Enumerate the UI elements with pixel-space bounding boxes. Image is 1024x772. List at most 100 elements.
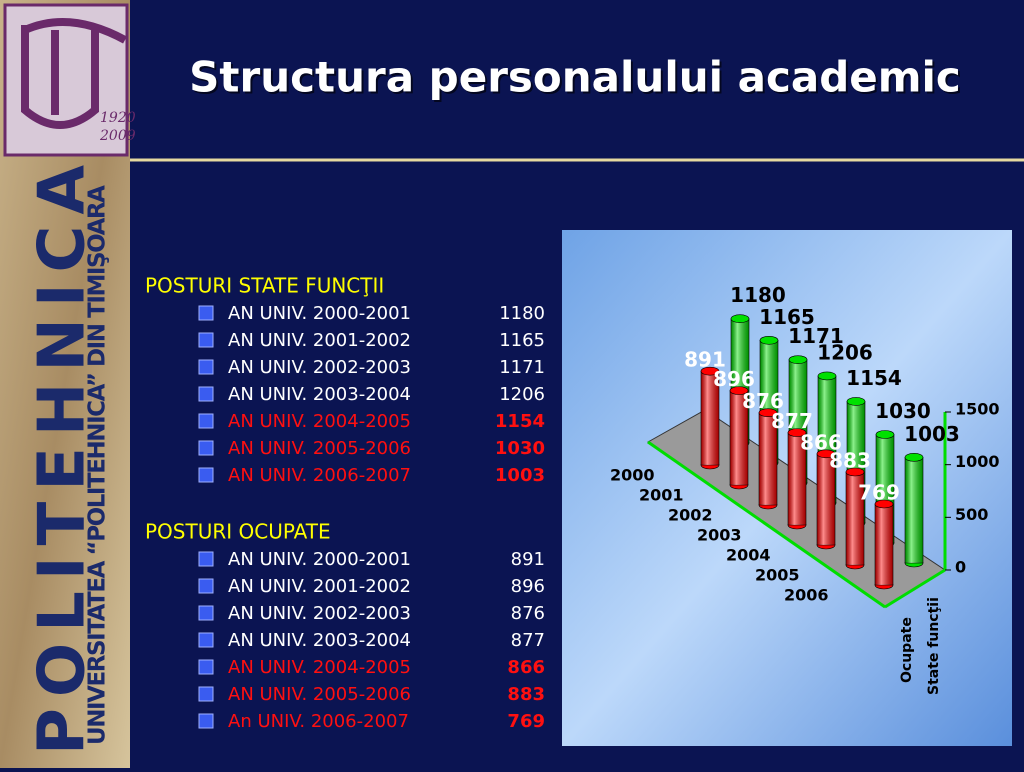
bar-top [730, 314, 750, 324]
bar-shine [905, 457, 923, 563]
logo-year: 1920 [100, 110, 136, 126]
data-label: 877 [771, 409, 813, 433]
bar-top [846, 397, 866, 406]
item-value: 883 [507, 684, 545, 705]
title: Structura personalului academic [189, 53, 961, 102]
bullet [198, 413, 214, 429]
bar-shine [730, 390, 748, 485]
bullet [198, 578, 214, 594]
bullet [198, 467, 214, 483]
data-label: 883 [829, 448, 871, 472]
data-label: 1154 [846, 366, 902, 390]
item-value: 876 [511, 603, 545, 624]
bullet [198, 332, 214, 348]
data-label: 1030 [875, 399, 931, 423]
y-tick-label: 0 [955, 558, 966, 577]
title-shadow: Structura personalului academic [191, 55, 963, 104]
bar-shine [846, 471, 864, 565]
item-label: AN UNIV. 2002-2003 [228, 357, 411, 378]
bullet [198, 551, 214, 567]
item-label: AN UNIV. 2002-2003 [228, 603, 411, 624]
item-value: 896 [511, 576, 545, 597]
item-label: An UNIV. 2006-2007 [228, 711, 409, 732]
y-tick-label: 1500 [955, 400, 1000, 419]
value-axis-base [884, 568, 946, 609]
item-value: 1206 [499, 384, 545, 405]
item-value: 1003 [495, 465, 545, 486]
bar-shine [817, 453, 835, 545]
x-tick-label: 2006 [784, 586, 829, 605]
section-heading: POSTURI OCUPATE [145, 520, 331, 544]
item-value: 1180 [499, 303, 545, 324]
bullet [198, 686, 214, 702]
bullet [198, 440, 214, 456]
bar-top [875, 430, 895, 439]
bar-shine [759, 412, 777, 505]
x-tick-label: 2003 [697, 526, 742, 545]
data-label: 1165 [759, 305, 815, 329]
data-label: 866 [800, 430, 842, 454]
item-label: AN UNIV. 2005-2006 [228, 438, 411, 459]
item-label: AN UNIV. 2004-2005 [228, 411, 411, 432]
bar-top [729, 386, 749, 395]
data-label: 1171 [788, 324, 844, 348]
data-label: 1206 [817, 340, 873, 364]
data-label: 1003 [904, 422, 960, 446]
bullet [198, 659, 214, 675]
item-label: AN UNIV. 2003-2004 [228, 384, 411, 405]
legend-label: State funcţii [926, 597, 942, 695]
item-value: 1154 [495, 411, 545, 432]
section-heading: POSTURI STATE FUNCŢII [145, 274, 384, 298]
x-tick-label: 2004 [726, 546, 771, 565]
item-value: 866 [507, 657, 545, 678]
bullet [198, 713, 214, 729]
item-label: AN UNIV. 2003-2004 [228, 630, 411, 651]
item-value: 1030 [495, 438, 545, 459]
sidebar-university: UNIVERSITATEA “POLITEHNICA” DIN TIMIŞOAR… [85, 185, 111, 745]
x-tick-label: 2000 [610, 466, 655, 485]
item-value: 1165 [499, 330, 545, 351]
bullet [198, 305, 214, 321]
item-label: AN UNIV. 2000-2001 [228, 303, 411, 324]
item-label: AN UNIV. 2005-2006 [228, 684, 411, 705]
item-label: AN UNIV. 2006-2007 [228, 465, 411, 486]
bar-top [759, 335, 779, 345]
bar-top [787, 428, 807, 437]
bullet [198, 605, 214, 621]
logo-year: 2009 [99, 128, 136, 144]
x-tick-label: 2001 [639, 486, 684, 505]
bar-top [758, 408, 778, 418]
bar-shine [788, 432, 806, 525]
bullet [198, 632, 214, 648]
bar-top [845, 467, 865, 477]
bullet [198, 386, 214, 402]
bar-top [788, 355, 808, 364]
y-tick-label: 1000 [955, 452, 1000, 471]
logo-mark [21, 18, 127, 129]
data-label: 896 [713, 367, 755, 391]
data-label: 1180 [730, 283, 786, 307]
item-label: AN UNIV. 2004-2005 [228, 657, 411, 678]
bar-top [816, 449, 836, 459]
bar-top [700, 366, 720, 376]
bar-shine [875, 503, 893, 585]
item-label: AN UNIV. 2001-2002 [228, 576, 411, 597]
category-axis [647, 440, 886, 609]
bullet [198, 359, 214, 375]
data-label: 891 [684, 348, 726, 372]
item-value: 877 [511, 630, 545, 651]
item-value: 769 [507, 711, 545, 732]
data-label: 769 [858, 480, 900, 504]
x-tick-label: 2005 [755, 566, 800, 585]
item-label: AN UNIV. 2001-2002 [228, 330, 411, 351]
bar-shine [701, 371, 719, 465]
bar-top [904, 453, 924, 462]
legend-label: Ocupate [899, 617, 915, 683]
item-value: 1171 [499, 357, 545, 378]
sidebar-name: POLITEHNICA [26, 165, 100, 755]
data-label: 876 [742, 389, 784, 413]
y-tick-label: 500 [955, 505, 988, 524]
item-label: AN UNIV. 2000-2001 [228, 549, 411, 570]
bar-top [874, 499, 894, 509]
